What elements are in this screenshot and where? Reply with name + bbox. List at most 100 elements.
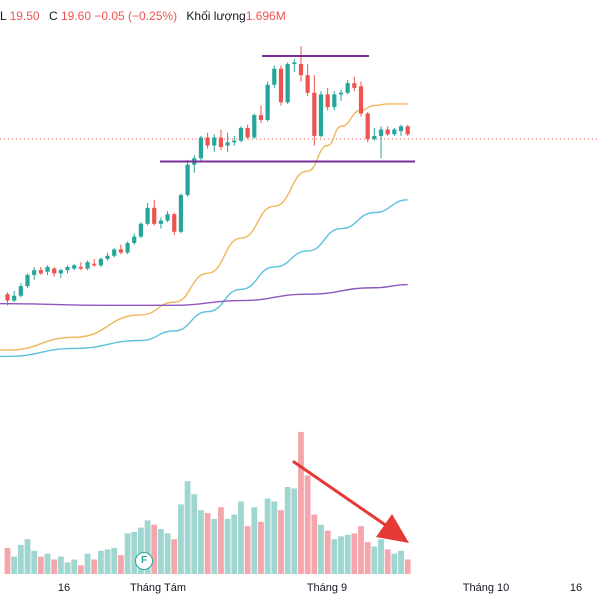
candle-body [152,208,156,224]
candle-body [59,270,63,273]
candle-body [399,126,403,131]
candle-body [279,69,283,103]
volume-bar [185,481,191,574]
candle-body [179,195,183,232]
volume-bar [251,507,257,574]
volume-bar [5,548,11,574]
candle-body [65,267,69,270]
volume-bar [285,487,291,574]
volume-bar [98,551,104,574]
event-flag-icon[interactable]: F [135,552,153,570]
candle-body [212,138,216,146]
volume-bar [118,555,124,574]
volume-bar [245,526,251,574]
candle-body [145,208,149,224]
ma-fast-line [0,104,408,350]
volume-bar [58,557,64,574]
candle-body [326,94,330,107]
volume-bar [385,549,391,574]
volume-bar [398,551,404,574]
candle-body [185,165,189,195]
legend-close-label: C [49,9,58,23]
candle-body [386,130,390,135]
candle-body [45,267,49,272]
candle-body [359,86,363,113]
ma-slow-line [0,285,408,306]
volume-bar [211,519,217,574]
candle-body [266,85,270,120]
volume-bar [405,560,411,575]
volume-bar [11,557,17,574]
candle-body [159,221,163,224]
candle-body [19,286,23,296]
volume-bar [271,502,277,575]
candle-body [72,265,76,268]
legend-low-label: L [0,9,6,23]
candle-body [39,270,43,273]
volume-bar [378,539,384,574]
legend-low-value: 19.50 [10,9,40,23]
legend-change: −0.05 (−0.25%) [94,9,177,23]
volume-bar [371,546,377,574]
volume-bar [125,533,131,574]
candle-body [246,128,250,138]
x-axis-label: 16 [58,582,70,594]
volume-bar [311,515,317,574]
volume-bar [18,545,24,574]
volume-bar [151,525,157,574]
volume-bar [171,539,177,574]
volume-bar [165,533,171,574]
volume-bar [78,565,84,574]
candle-body [119,249,123,252]
volume-bar [191,494,197,574]
candle-body [292,62,296,64]
volume-bar [111,548,117,574]
volume-bar [51,560,57,575]
volume-bar [205,513,211,574]
x-axis-label: Tháng 9 [307,582,347,594]
volume-bar [298,432,304,574]
volume-bar [331,539,337,574]
volume-bar [65,562,71,574]
volume-bar [338,536,344,574]
candle-body [286,64,290,102]
candle-body [99,259,103,265]
candle-body [112,249,116,255]
candle-body [12,296,16,301]
volume-bar [345,535,351,574]
candle-body [52,269,56,274]
candle-body [92,264,96,266]
volume-bar [231,515,237,574]
candle-body [339,93,343,95]
volume-bar [178,504,184,574]
volume-bar [85,554,91,574]
arrow-head-icon [376,514,409,543]
volume-bar [198,510,204,574]
candle-body [139,224,143,237]
volume-bar [25,539,31,574]
candle-body [85,262,89,268]
candle-body [5,294,9,300]
moving-averages [0,104,408,357]
candle-body [165,214,169,220]
volume-bar [238,502,244,575]
candle-body [206,138,210,146]
candle-body [252,115,256,137]
volume-bar [158,529,164,574]
x-axis-label: 16 [570,582,582,594]
volume-bar [358,526,364,574]
volume-bar [45,554,51,574]
candle-body [32,270,36,275]
candle-body [346,83,350,93]
candle-body [226,142,230,145]
volume-bar [291,488,297,574]
volume-bar [365,542,371,574]
candle-body [392,130,396,135]
candle-body [232,141,236,143]
x-axis-label: Tháng 10 [463,582,509,594]
volume-bar [318,525,324,574]
candle-body [352,83,356,88]
candle-body [272,69,276,85]
volume-bar [71,560,77,575]
